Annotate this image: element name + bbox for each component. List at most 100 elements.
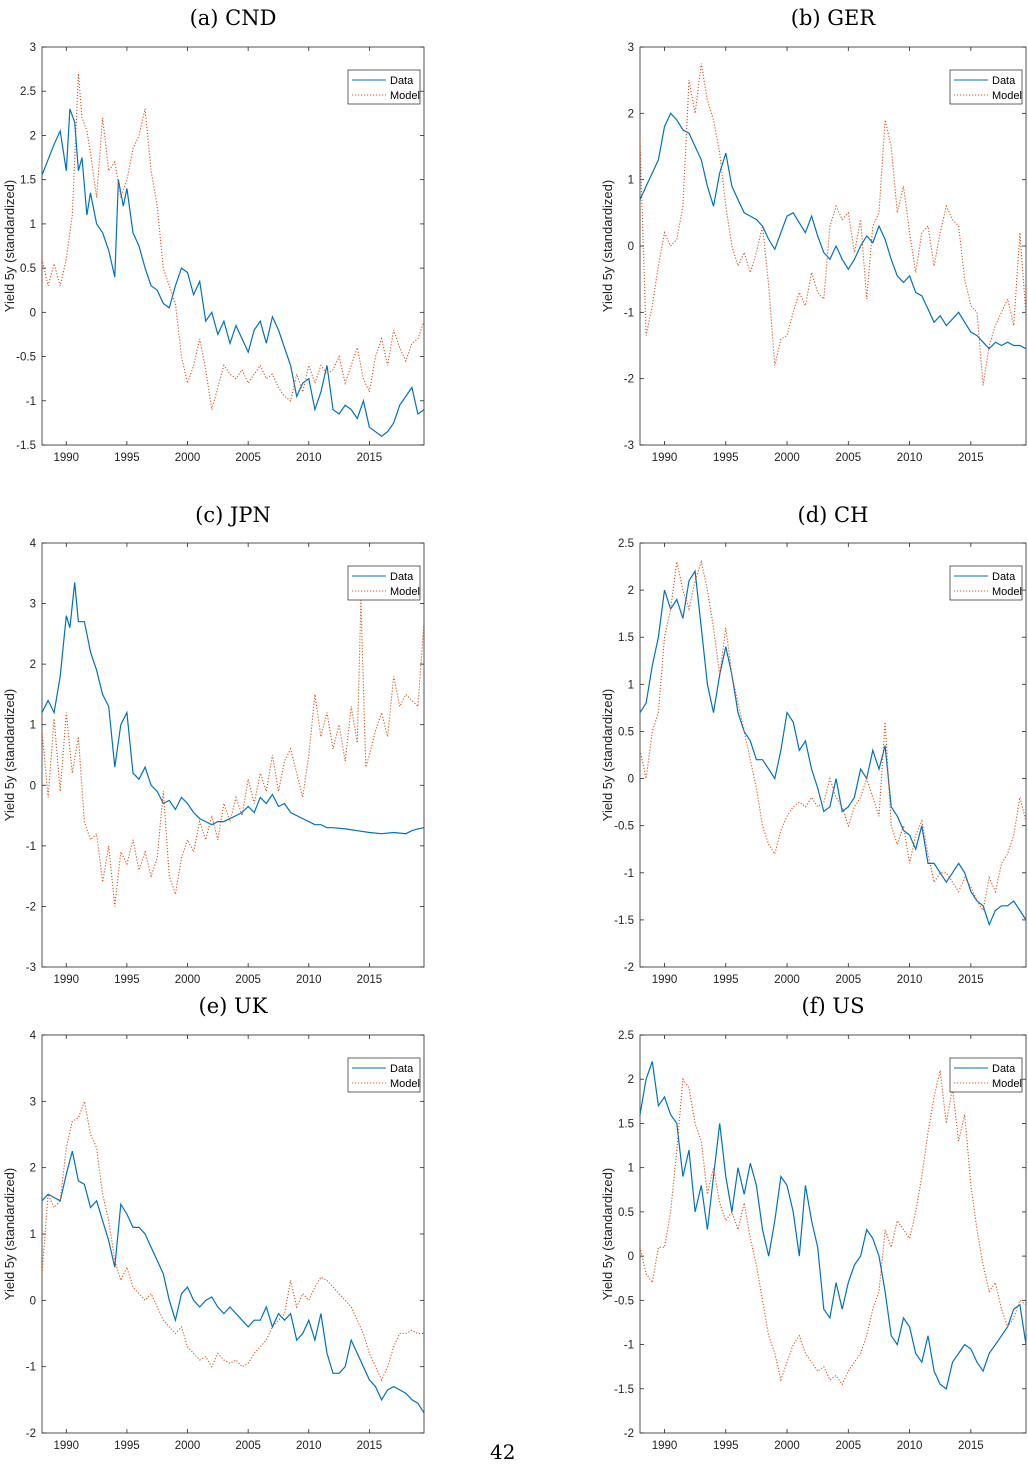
x-tick-label: 1995 bbox=[713, 452, 739, 464]
y-tick-label: 2 bbox=[30, 1163, 36, 1175]
legend-label: Data bbox=[390, 1063, 414, 1075]
y-tick-label: -1 bbox=[26, 841, 36, 853]
series-line-model bbox=[42, 73, 424, 410]
legend-label: Data bbox=[992, 571, 1016, 583]
legend: Data Model bbox=[949, 1057, 1023, 1093]
x-tick-label: 2010 bbox=[897, 974, 923, 986]
x-tick-label: 2005 bbox=[836, 1440, 862, 1452]
y-tick-label: -2 bbox=[26, 1428, 36, 1440]
legend-box bbox=[949, 69, 1023, 105]
y-tick-label: 1.5 bbox=[20, 175, 36, 187]
legend-box bbox=[949, 565, 1023, 601]
x-tick-label: 2010 bbox=[897, 452, 923, 464]
plot-area bbox=[639, 1034, 1027, 1434]
chart-title: (c) JPN bbox=[195, 503, 271, 527]
plot-area bbox=[639, 542, 1027, 968]
y-axis-label: Yield 5y (standardized) bbox=[600, 689, 615, 821]
y-axis-label: Yield 5y (standardized) bbox=[2, 1168, 17, 1300]
y-tick-label: 2 bbox=[30, 659, 36, 671]
chart-panel: (a) CND -1.5 -1 -0.5 0 0.5 1 1.5 2 2.5 3 1990 1995 20… bbox=[2, 6, 425, 464]
series-line-data bbox=[42, 108, 424, 437]
legend-label: Model bbox=[992, 586, 1022, 598]
chart-panel: (b) GER -3 -2 -1 0 1 2 3 1990 1995 2000 2005 2010 201… bbox=[600, 6, 1027, 464]
y-tick-label: 3 bbox=[628, 42, 634, 54]
y-tick-label: 2 bbox=[628, 108, 634, 120]
y-axis-label: Yield 5y (standardized) bbox=[2, 689, 17, 821]
x-tick-label: 1995 bbox=[713, 1440, 739, 1452]
page-number: 42 bbox=[490, 1440, 516, 1464]
legend-label: Data bbox=[390, 75, 414, 87]
x-tick-label: 1990 bbox=[652, 452, 678, 464]
plot-area bbox=[41, 46, 425, 446]
y-tick-label: 2 bbox=[30, 130, 36, 142]
x-tick-label: 1990 bbox=[53, 974, 79, 986]
legend-box bbox=[347, 1057, 421, 1093]
series-line-model bbox=[640, 63, 1026, 386]
y-tick-label: 0 bbox=[30, 1295, 36, 1307]
legend: Data Model bbox=[949, 565, 1023, 601]
y-tick-label: -2 bbox=[624, 374, 634, 386]
y-tick-label: -1 bbox=[26, 1362, 36, 1374]
x-tick-label: 2005 bbox=[235, 452, 261, 464]
y-tick-label: 0.5 bbox=[618, 1207, 634, 1219]
legend-label: Model bbox=[992, 90, 1022, 102]
legend-label: Model bbox=[390, 90, 420, 102]
legend: Data Model bbox=[347, 1057, 421, 1093]
y-tick-label: 1 bbox=[628, 1163, 634, 1175]
legend-box bbox=[347, 565, 421, 601]
x-tick-label: 2000 bbox=[774, 1440, 800, 1452]
y-axis-label: Yield 5y (standardized) bbox=[600, 180, 615, 312]
y-axis-label: Yield 5y (standardized) bbox=[600, 1168, 615, 1300]
chart-title: (b) GER bbox=[791, 6, 877, 30]
chart-panel: (c) JPN -3 -2 -1 0 1 2 3 4 1990 1995 2000 2005 2010 20… bbox=[2, 503, 425, 986]
y-tick-label: -2 bbox=[624, 962, 634, 974]
x-tick-label: 1990 bbox=[652, 1440, 678, 1452]
x-tick-label: 2005 bbox=[836, 974, 862, 986]
chart-title: (e) UK bbox=[199, 994, 268, 1018]
y-tick-label: 1 bbox=[30, 720, 36, 732]
y-tick-label: -1 bbox=[26, 396, 36, 408]
y-tick-label: -2 bbox=[26, 901, 36, 913]
x-tick-label: 2005 bbox=[836, 452, 862, 464]
x-tick-label: 2015 bbox=[357, 452, 383, 464]
x-tick-label: 1995 bbox=[114, 1440, 140, 1452]
y-tick-label: 2 bbox=[628, 1074, 634, 1086]
y-tick-label: -3 bbox=[624, 440, 634, 452]
y-tick-label: 2.5 bbox=[618, 1030, 634, 1042]
x-tick-label: 2015 bbox=[958, 452, 984, 464]
y-tick-label: -1 bbox=[624, 868, 634, 880]
legend-box bbox=[949, 1057, 1023, 1093]
y-tick-label: -2 bbox=[624, 1428, 634, 1440]
y-tick-label: 3 bbox=[30, 599, 36, 611]
x-tick-label: 2000 bbox=[175, 452, 201, 464]
x-tick-label: 2010 bbox=[296, 1440, 322, 1452]
legend-label: Model bbox=[390, 586, 420, 598]
y-tick-label: 0 bbox=[628, 241, 634, 253]
chart-title: (a) CND bbox=[190, 6, 277, 30]
legend: Data Model bbox=[347, 69, 421, 105]
y-tick-label: 1.5 bbox=[618, 632, 634, 644]
x-tick-label: 1990 bbox=[53, 452, 79, 464]
series-line-data bbox=[640, 112, 1026, 350]
y-tick-label: -0.5 bbox=[614, 821, 634, 833]
x-tick-label: 2015 bbox=[958, 974, 984, 986]
y-tick-label: 1.5 bbox=[618, 1118, 634, 1130]
chart-panel: (d) CH -2 -1.5 -1 -0.5 0 0.5 1 1.5 2 2.5 1990 1995 20… bbox=[600, 503, 1027, 986]
legend-box bbox=[347, 69, 421, 105]
y-tick-label: 2.5 bbox=[618, 538, 634, 550]
series-line-model bbox=[42, 600, 424, 907]
y-tick-label: 0 bbox=[30, 307, 36, 319]
series-line-model bbox=[640, 559, 1026, 912]
legend-label: Data bbox=[390, 571, 414, 583]
y-tick-label: 0.5 bbox=[20, 263, 36, 275]
y-tick-label: -1.5 bbox=[614, 915, 634, 927]
x-tick-label: 2005 bbox=[235, 974, 261, 986]
plot-area bbox=[639, 46, 1027, 446]
y-tick-label: 1 bbox=[628, 175, 634, 187]
y-tick-label: -1.5 bbox=[614, 1384, 634, 1396]
y-tick-label: -0.5 bbox=[16, 352, 36, 364]
chart-title: (d) CH bbox=[798, 503, 869, 527]
legend-label: Data bbox=[992, 1063, 1016, 1075]
legend: Data Model bbox=[347, 565, 421, 601]
